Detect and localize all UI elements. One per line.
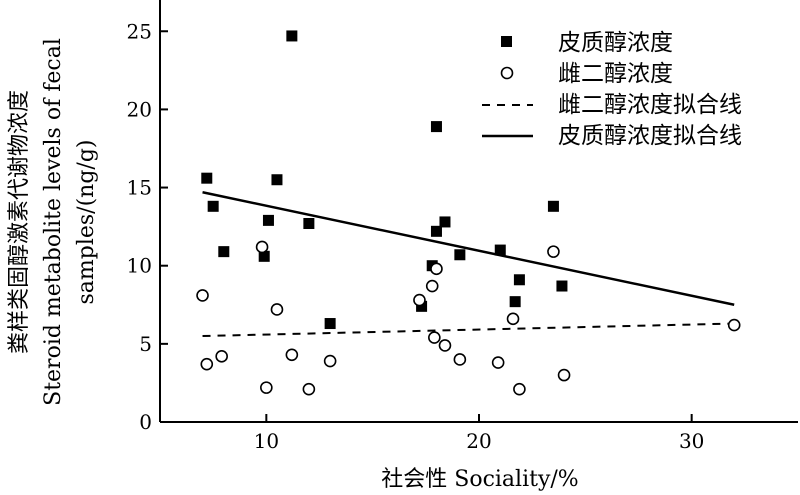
cortisol-point [430,121,442,133]
estradiol-point [302,382,316,396]
fit-lines [202,191,735,338]
cortisol-point [262,214,274,226]
plot-area: 0 5 10 15 20 25 10 20 30 [127,0,798,453]
estradiol-point [727,318,741,332]
estradiol-point [425,279,439,293]
cortisol-point [324,318,336,330]
cortisol-point [509,296,521,308]
estradiol-point [196,289,209,302]
legend: 皮质醇浓度 雌二醇浓度 雌二醇浓度拟合线 皮质醇浓度拟合线 [482,30,742,149]
x-ticks: 10 20 30 [254,414,704,453]
estradiol-point [200,357,214,371]
cortisol-point [430,225,442,237]
legend-symbol-cortisol [501,36,512,47]
estradiol-point [260,381,273,394]
cortisol-point [201,172,213,184]
y-axis-label-line-1: 粪样类固醇激素代谢物浓度 [7,90,32,354]
y-tick-label: 15 [127,176,152,200]
estradiol-point [453,353,467,366]
estradiol-point [428,331,441,344]
cortisol-point [494,244,506,256]
y-axis-label-line-2: Steroid metabolite levels of fecal [41,38,66,406]
y-ticks: 0 5 10 15 20 25 [127,19,168,434]
cortisol-point [218,246,230,258]
cortisol-point [439,216,451,228]
y-axis-label: 粪样类固醇激素代谢物浓度 Steroid metabolite levels o… [7,38,99,406]
y-tick-label: 5 [139,332,152,356]
legend-symbol-estradiol [500,66,514,80]
cortisol-point [513,274,525,286]
estradiol-point [513,382,526,396]
cortisol-point [258,250,270,262]
y-axis-label-line-3: samples/(ng/g) [74,139,99,304]
cortisol-point [207,200,219,212]
estradiol-point [215,350,228,363]
x-tick-label: 30 [679,429,704,453]
cortisol-point [286,30,298,42]
x-axis-label: 社会性 Sociality/% [381,467,578,492]
x-tick-label: 10 [254,429,279,453]
legend-symbols [482,36,533,138]
estradiol-point [557,368,571,382]
y-tick-label: 20 [127,97,152,121]
cortisol-point [454,249,466,261]
estradiol-point [438,339,452,352]
estradiol-point [323,354,337,368]
y-tick-label: 10 [127,254,152,278]
estradiol-point [285,348,299,362]
cortisol-point [556,280,568,292]
estradiol-point [506,312,520,326]
legend-label-estradiol: 雌二醇浓度 [558,61,673,87]
estradiol-point [270,303,284,316]
estradiol-point [430,262,443,276]
legend-label-estradiol-fit: 雌二醇浓度拟合线 [558,92,742,118]
estradiol-point [547,245,560,258]
estradiol-point [491,356,505,369]
cortisol-point [271,174,283,186]
cortisol-fit-line [202,191,735,307]
legend-label-cortisol: 皮质醇浓度 [558,30,673,56]
legend-label-cortisol-fit: 皮质醇浓度拟合线 [558,123,742,149]
cortisol-point [547,200,559,212]
y-tick-label: 0 [139,410,152,434]
estradiol-point [413,293,426,307]
y-tick-label: 25 [127,19,152,43]
x-tick-label: 20 [466,429,491,453]
markers [196,30,741,396]
estradiol-fit-line [202,322,735,338]
cortisol-point [416,300,428,312]
cortisol-point [303,218,315,230]
estradiol-point [255,240,269,254]
